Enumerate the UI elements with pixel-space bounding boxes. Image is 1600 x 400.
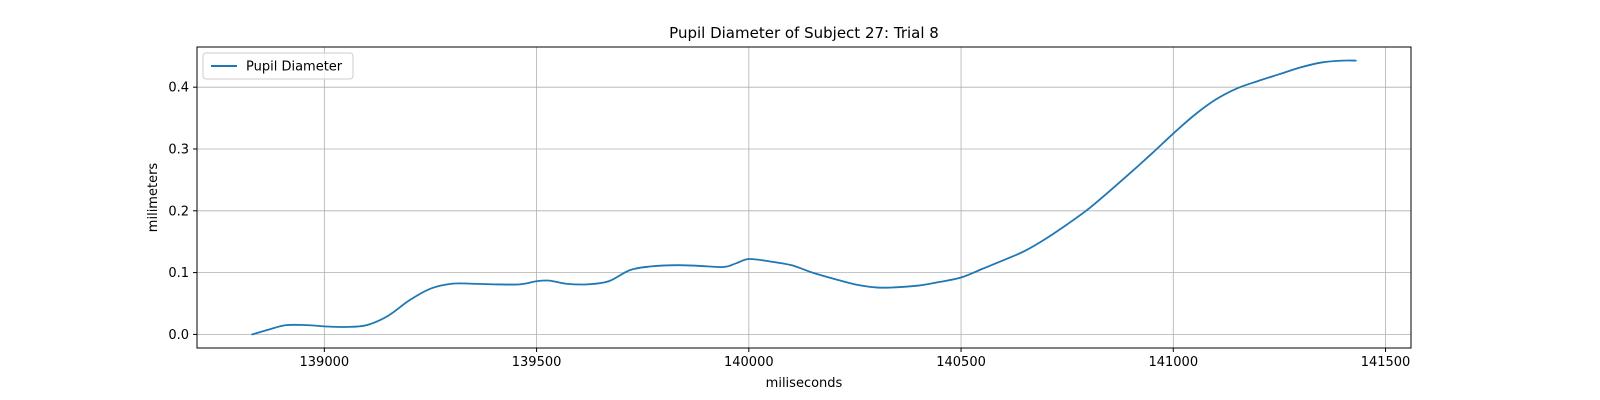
series-line-pupil-diameter (251, 59, 1357, 336)
legend: Pupil Diameter (202, 52, 354, 80)
y-tick-label: 0.4 (168, 81, 189, 96)
plot-frame (196, 46, 1412, 349)
x-tick-label: 141500 (1361, 355, 1411, 370)
y-tick-label: 0.3 (168, 142, 189, 157)
x-tick-label: 141000 (1148, 355, 1198, 370)
tick-layer: 139000 139500 140000 140500 141000 141500 0.0 0… (168, 81, 1410, 370)
grid-layer (197, 47, 1411, 348)
x-tick-label: 140000 (724, 355, 774, 370)
chart-title: Pupil Diameter of Subject 27: Trial 8 (669, 24, 939, 42)
x-tick-label: 139000 (300, 355, 350, 370)
series-layer (251, 59, 1357, 336)
x-tick-label: 140500 (936, 355, 986, 370)
y-tick-label: 0.0 (168, 328, 189, 343)
legend-label-pupil-diameter: Pupil Diameter (246, 60, 343, 75)
y-tick-label: 0.1 (168, 266, 189, 281)
y-tick-label: 0.2 (168, 204, 189, 219)
y-axis-label: milimeters (146, 163, 161, 233)
legend-box (202, 52, 354, 80)
x-axis-label: miliseconds (766, 376, 843, 391)
x-tick-label: 139500 (512, 355, 562, 370)
